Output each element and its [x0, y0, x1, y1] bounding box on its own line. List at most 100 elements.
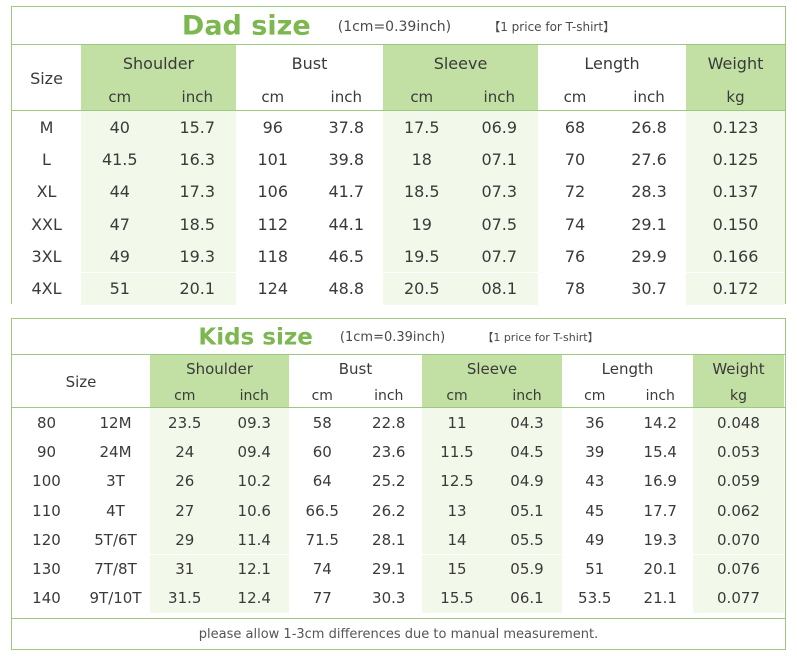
dad-cell-weight-kg: 0.150: [686, 207, 785, 241]
dad-cell-weight-kg: 0.166: [686, 240, 785, 273]
kids-title-row: Kids size (1cm=0.39inch) 【1 price for T-…: [12, 319, 785, 355]
kids-cell-shoulder-inch: 09.3: [219, 408, 289, 438]
kids-cell-bust-cm: 71.5: [289, 525, 356, 555]
kids-cell-sleeve-inch: 05.9: [492, 554, 562, 584]
dad-cell-sleeve-inch: 07.3: [460, 175, 538, 208]
dad-cell-bust-inch: 46.5: [309, 240, 383, 273]
kids-header-bust: Bust: [289, 355, 422, 383]
dad-cell-shoulder-inch: 20.1: [158, 272, 236, 305]
dad-size-title: Dad size: [181, 10, 311, 42]
kids-cell-weight-kg: 0.077: [693, 583, 784, 614]
kids-cell-bust-inch: 29.1: [355, 554, 422, 584]
kids-cell-sleeve-cm: 13: [422, 495, 492, 526]
kids-header-weight: Weight: [693, 355, 784, 383]
dad-cell-length-cm: 68: [538, 111, 612, 144]
dad-cell-sleeve-cm: 19.5: [383, 240, 461, 273]
dad-cell-shoulder-inch: 19.3: [158, 240, 236, 273]
dad-cell-length-inch: 29.9: [612, 240, 686, 273]
dad-cell-shoulder-inch: 16.3: [158, 143, 236, 176]
dad-cell-weight-kg: 0.125: [686, 143, 785, 176]
kids-cell-sleeve-inch: 06.1: [492, 583, 562, 614]
kids-cell-size: 120: [12, 525, 81, 555]
dad-cell-length-cm: 78: [538, 272, 612, 305]
kids-size-header: Size: [12, 355, 150, 408]
dad-cell-sleeve-cm: 19: [383, 207, 461, 241]
kids-cell-bust-inch: 23.6: [355, 437, 422, 467]
dad-subheader-sleeve-cm: cm: [383, 82, 461, 111]
dad-cell-shoulder-inch: 18.5: [158, 207, 236, 241]
kids-cell-shoulder-inch: 10.2: [219, 466, 289, 496]
kids-cell-bust-inch: 28.1: [355, 525, 422, 555]
kids-cell-shoulder-cm: 31: [150, 554, 220, 584]
dad-cell-bust-inch: 48.8: [309, 272, 383, 305]
kids-cell-size: 24M: [81, 437, 150, 467]
dad-cell-shoulder-cm: 40: [81, 111, 159, 144]
kids-cell-sleeve-inch: 04.9: [492, 466, 562, 496]
kids-cell-length-inch: 21.1: [627, 583, 693, 614]
kids-cell-weight-kg: 0.059: [693, 466, 784, 496]
dad-size-panel: Dad size (1cm=0.39inch) 【1 price for T-s…: [11, 6, 786, 305]
dad-cell-length-cm: 70: [538, 143, 612, 176]
dad-cell-shoulder-inch: 15.7: [158, 111, 236, 144]
kids-size-title: Kids size: [198, 324, 313, 351]
kids-cell-shoulder-cm: 24: [150, 437, 220, 467]
kids-price-note: 【1 price for T-shirt】: [482, 330, 599, 344]
dad-cell-bust-inch: 44.1: [309, 207, 383, 241]
dad-cell-shoulder-inch: 17.3: [158, 175, 236, 208]
kids-cell-sleeve-cm: 11.5: [422, 437, 492, 467]
kids-title-divider: [12, 354, 785, 355]
dad-header-shoulder: Shoulder: [81, 45, 236, 82]
kids-cell-sleeve-inch: 05.5: [492, 525, 562, 555]
kids-cell-weight-kg: 0.048: [693, 408, 784, 438]
dad-cell-sleeve-cm: 18.5: [383, 175, 461, 208]
dad-subheader-shoulder-inch: inch: [158, 82, 236, 111]
dad-cell-bust-inch: 41.7: [309, 175, 383, 208]
kids-cell-bust-cm: 60: [289, 437, 356, 467]
dad-title-divider: [12, 44, 785, 45]
kids-cell-shoulder-cm: 23.5: [150, 408, 220, 438]
kids-cell-size: 5T/6T: [81, 525, 150, 555]
dad-subheader-weight-kg: kg: [686, 82, 785, 111]
kids-size-panel: Kids size (1cm=0.39inch) 【1 price for T-…: [11, 318, 786, 650]
dad-cell-size: L: [12, 143, 81, 176]
kids-cell-size: 130: [12, 554, 81, 584]
kids-cell-bust-inch: 30.3: [355, 583, 422, 614]
dad-cell-sleeve-cm: 17.5: [383, 111, 461, 144]
kids-header-shoulder: Shoulder: [150, 355, 289, 383]
dad-cell-length-inch: 30.7: [612, 272, 686, 305]
dad-subheader-shoulder-cm: cm: [81, 82, 159, 111]
dad-cell-sleeve-cm: 18: [383, 143, 461, 176]
kids-cell-shoulder-cm: 26: [150, 466, 220, 496]
kids-cell-size: 90: [12, 437, 81, 467]
kids-subheader-shoulder-cm: cm: [150, 383, 220, 408]
dad-subheader-sleeve-inch: inch: [460, 82, 538, 111]
dad-cell-bust-cm: 106: [236, 175, 310, 208]
dad-cell-shoulder-cm: 41.5: [81, 143, 159, 176]
dad-header-bust: Bust: [236, 45, 383, 82]
kids-subheader-length-cm: cm: [562, 383, 628, 408]
dad-header-weight: Weight: [686, 45, 785, 82]
dad-cell-sleeve-inch: 07.1: [460, 143, 538, 176]
dad-header-divider: [12, 110, 785, 111]
dad-cell-bust-cm: 96: [236, 111, 310, 144]
dad-cell-length-cm: 74: [538, 207, 612, 241]
dad-cell-size: M: [12, 111, 81, 144]
dad-price-note: 【1 price for T-shirt】: [488, 19, 616, 34]
dad-cell-length-inch: 27.6: [612, 143, 686, 176]
kids-cell-sleeve-cm: 14: [422, 525, 492, 555]
kids-cell-shoulder-cm: 29: [150, 525, 220, 555]
kids-cell-length-cm: 39: [562, 437, 628, 467]
kids-subheader-bust-cm: cm: [289, 383, 356, 408]
kids-cell-sleeve-cm: 11: [422, 408, 492, 438]
kids-cell-length-inch: 20.1: [627, 554, 693, 584]
dad-cell-length-inch: 26.8: [612, 111, 686, 144]
dad-cell-bust-cm: 101: [236, 143, 310, 176]
kids-cell-size: 80: [12, 408, 81, 438]
kids-cell-bust-inch: 25.2: [355, 466, 422, 496]
kids-unit-note: (1cm=0.39inch): [339, 329, 446, 345]
dad-cell-weight-kg: 0.123: [686, 111, 785, 144]
kids-cell-shoulder-inch: 09.4: [219, 437, 289, 467]
dad-cell-length-inch: 29.1: [612, 207, 686, 241]
kids-cell-length-inch: 15.4: [627, 437, 693, 467]
kids-cell-shoulder-cm: 27: [150, 495, 220, 526]
